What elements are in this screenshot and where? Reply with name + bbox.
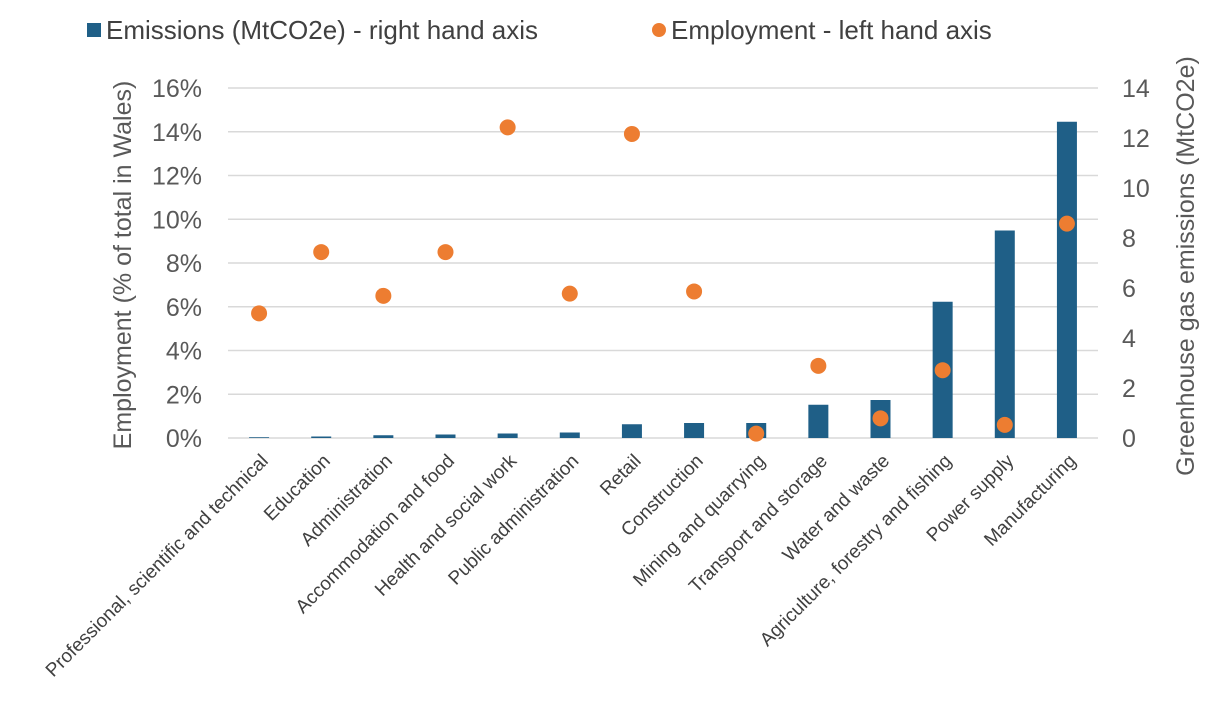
right-axis-title: Greenhouse gas emissions (MtCO2e) — [1172, 56, 1200, 476]
left-tick-label: 14% — [152, 119, 202, 147]
left-tick-label: 16% — [152, 75, 202, 103]
employment-point — [872, 410, 889, 427]
left-axis-title: Employment (% of total in Wales) — [109, 81, 137, 450]
right-tick-label: 12 — [1122, 125, 1150, 153]
emissions-bar — [994, 230, 1015, 438]
left-tick-label: 6% — [166, 294, 202, 322]
emissions-bar — [621, 424, 642, 438]
right-tick-label: 2 — [1122, 375, 1136, 403]
employment-point — [748, 425, 765, 442]
left-tick-label: 0% — [166, 425, 202, 453]
employment-point — [1058, 215, 1075, 232]
employment-point — [934, 362, 951, 379]
employment-point — [251, 305, 268, 322]
employment-point — [375, 287, 392, 304]
legend: Emissions (MtCO2e) - right hand axis Empl… — [87, 15, 992, 45]
emissions-bar — [559, 432, 580, 438]
category-label: Professional, scientific and technical — [42, 451, 273, 682]
emissions-bar — [373, 435, 394, 438]
emissions-bars — [249, 121, 1077, 438]
legend-swatch-employment — [652, 23, 666, 37]
emissions-bar — [684, 423, 705, 438]
right-tick-label: 0 — [1122, 425, 1136, 453]
emissions-bar — [249, 437, 270, 438]
legend-swatch-emissions — [87, 23, 101, 37]
emissions-bar — [311, 436, 332, 438]
right-axis-ticks: 0 2 4 6 8 10 12 14 — [1122, 75, 1150, 453]
employment-point — [313, 244, 330, 261]
left-tick-label: 12% — [152, 163, 202, 191]
right-tick-label: 6 — [1122, 275, 1136, 303]
category-label: Retail — [596, 451, 645, 500]
emissions-bar — [1056, 121, 1077, 438]
employment-point — [437, 244, 454, 261]
right-tick-label: 4 — [1122, 325, 1136, 353]
category-labels: Professional, scientific and technicalEd… — [42, 450, 1081, 681]
employment-point — [499, 119, 516, 136]
legend-label-employment: Employment - left hand axis — [671, 15, 992, 45]
emissions-bar — [435, 434, 456, 438]
right-tick-label: 14 — [1122, 75, 1150, 103]
gridlines — [228, 87, 1098, 439]
emissions-bar — [808, 404, 829, 438]
right-tick-label: 10 — [1122, 175, 1150, 203]
left-tick-label: 10% — [152, 206, 202, 234]
employment-point — [996, 416, 1013, 433]
employment-point — [810, 357, 827, 374]
left-axis-ticks: 0% 2% 4% 6% 8% 10% 12% 14% 16% — [152, 75, 202, 453]
employment-point — [623, 125, 640, 142]
left-tick-label: 4% — [166, 338, 202, 366]
category-label: Water and waste — [779, 451, 894, 566]
right-tick-label: 8 — [1122, 225, 1136, 253]
left-tick-label: 8% — [166, 250, 202, 278]
emissions-bar — [497, 433, 518, 438]
left-tick-label: 2% — [166, 381, 202, 409]
legend-label-emissions: Emissions (MtCO2e) - right hand axis — [106, 15, 538, 45]
employment-point — [561, 285, 578, 302]
employment-points — [251, 119, 1075, 442]
employment-point — [686, 283, 703, 300]
